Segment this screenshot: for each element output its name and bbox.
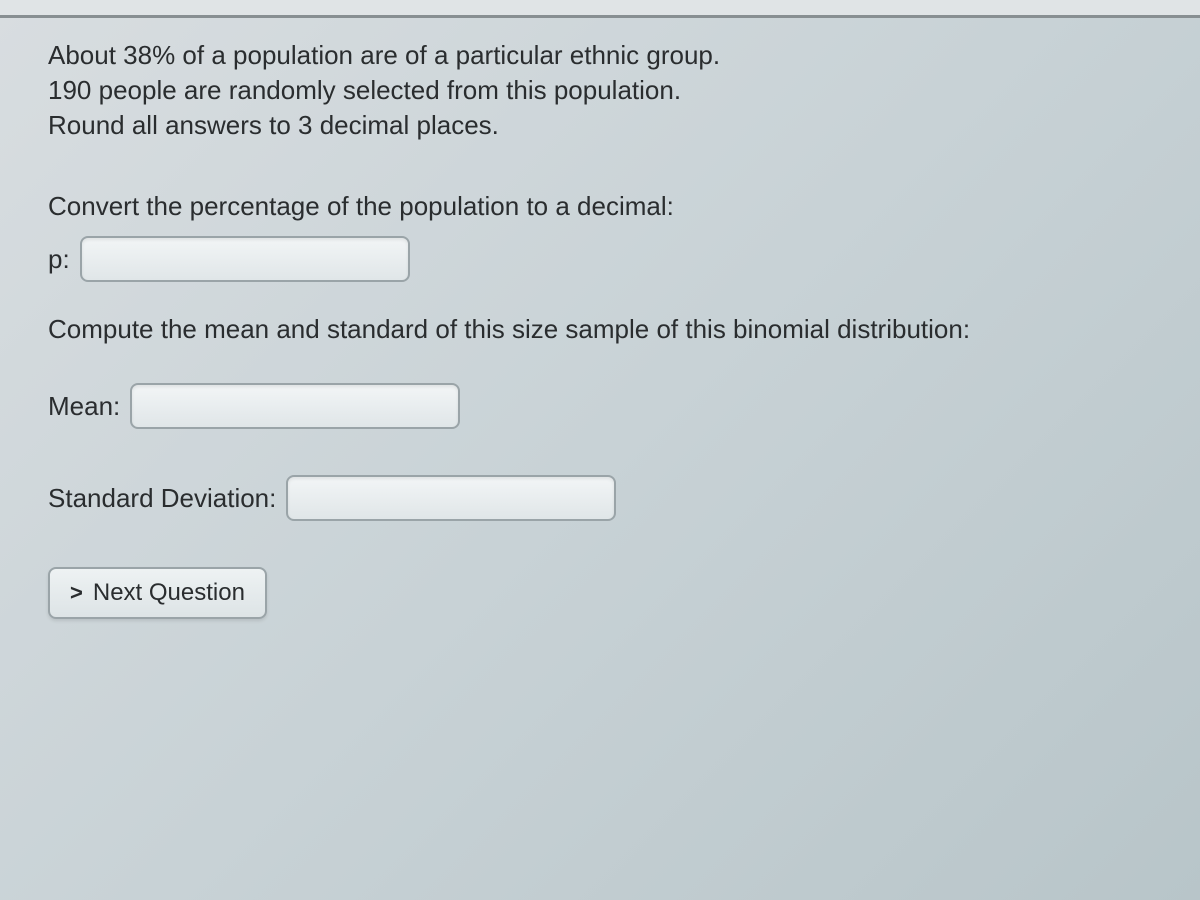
std-input[interactable] [286, 475, 616, 521]
p-input[interactable] [80, 236, 410, 282]
mean-input[interactable] [130, 383, 460, 429]
mean-field-row: Mean: [48, 383, 1152, 429]
problem-line-2: 190 people are randomly selected from th… [48, 73, 1152, 108]
next-question-button[interactable]: > Next Question [48, 567, 267, 619]
p-field-row: p: [48, 236, 1152, 282]
next-button-label: Next Question [93, 579, 245, 607]
chevron-right-icon: > [70, 580, 83, 606]
std-field-row: Standard Deviation: [48, 475, 1152, 521]
std-label: Standard Deviation: [48, 483, 276, 514]
problem-line-3: Round all answers to 3 decimal places. [48, 108, 1152, 143]
question-content: About 38% of a population are of a parti… [0, 18, 1200, 667]
top-border-strip [0, 0, 1200, 18]
p-label: p: [48, 244, 70, 275]
convert-instruction: Convert the percentage of the population… [48, 191, 1152, 222]
problem-line-1: About 38% of a population are of a parti… [48, 38, 1152, 73]
compute-instruction: Compute the mean and standard of this si… [48, 314, 1152, 345]
mean-label: Mean: [48, 391, 120, 422]
problem-statement: About 38% of a population are of a parti… [48, 38, 1152, 143]
